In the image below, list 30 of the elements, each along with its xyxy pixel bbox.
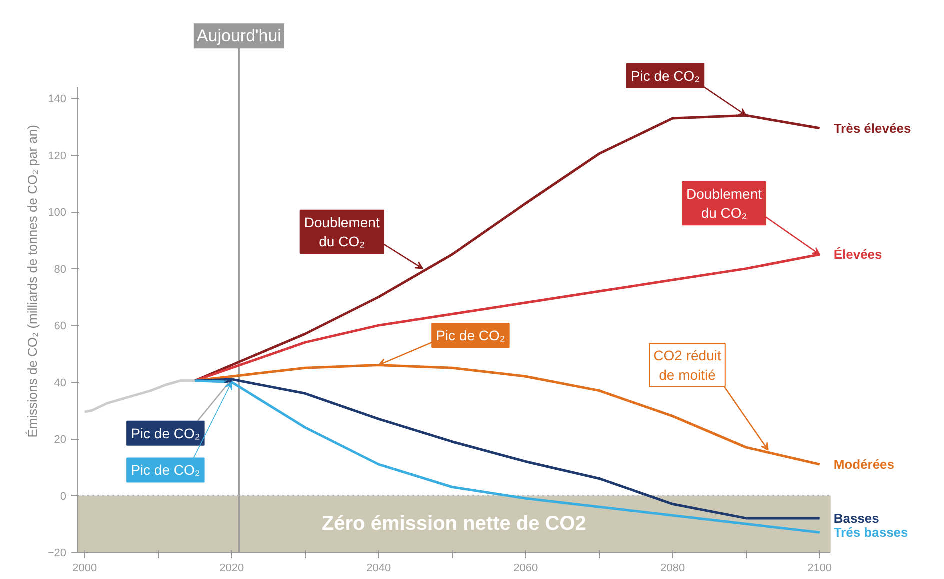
annotation: Doublement du CO₂ [304, 214, 380, 250]
series-label: Modérées [834, 457, 895, 472]
x-tick-label: 2020 [220, 562, 244, 574]
annotation: CO2 réduit de moitié [654, 348, 722, 383]
annotation: Pic de CO₂ [131, 462, 200, 478]
y-tick-label: 0 [60, 490, 67, 503]
y-axis-title: Émissions de CO₂ (milliards de tonnes de CO₂ par an) [24, 125, 40, 438]
legend-label: Élevées [834, 247, 882, 262]
x-tick-label: 2040 [366, 562, 392, 574]
series-label: Très élevées [834, 120, 912, 136]
ref-line-label: Aujourd'hui [196, 26, 282, 46]
y-tick-label: 40 [54, 377, 67, 390]
x-tick-label: 2060 [514, 562, 538, 574]
x-tick-label: 2100 [808, 562, 832, 574]
y-tick-label: 60 [54, 320, 67, 333]
series-label: Trés basses [834, 525, 908, 540]
band-label: Zéro émission nette de CO2 [322, 513, 586, 536]
annotation: Doublement du CO₂ [686, 186, 762, 222]
y-tick-label: 20 [54, 434, 67, 446]
x-tick-label: 2080 [660, 562, 686, 574]
y-tick-label: 100 [48, 207, 67, 220]
x-tick-label: 2000 [72, 562, 98, 574]
annotation: Pic de CO₂ [131, 425, 200, 442]
annotation: Pic de CO₂ [436, 327, 506, 344]
y-tick-label: 140 [48, 94, 67, 106]
series-label: Basses [834, 510, 880, 526]
annotation: Pic de CO₂ [630, 68, 700, 84]
y-tick-label: 80 [54, 264, 67, 276]
y-tick-label: 120 [48, 150, 67, 162]
y-tick-label: −20 [48, 548, 67, 560]
